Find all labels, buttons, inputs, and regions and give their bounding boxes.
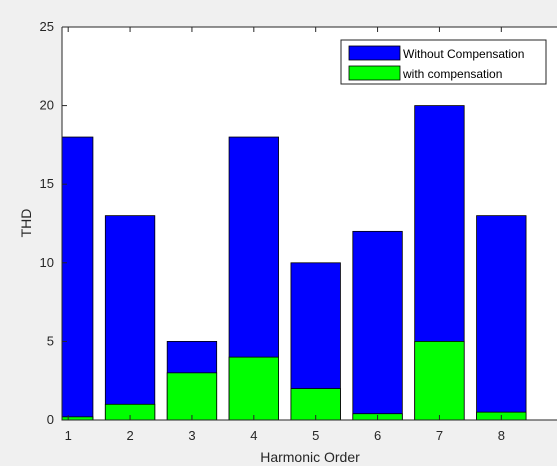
x-tick-label-4: 4	[250, 428, 257, 443]
y-tick-label-20: 20	[40, 98, 54, 113]
bar-with-compensation-7	[414, 340, 465, 421]
x-tick-label-6: 6	[374, 428, 381, 443]
bars-group	[61, 105, 527, 421]
y-tick-label-15: 15	[40, 176, 54, 191]
legend: Without Compensation with compensation	[340, 39, 547, 85]
ticks-group: 1 2 3 4 5 6 7 8 0 5 10 15 20 25	[40, 19, 505, 443]
y-tick-label-0: 0	[47, 412, 54, 427]
y-tick-label-25: 25	[40, 19, 54, 34]
bar-without-compensation-8	[476, 215, 527, 421]
x-tick-label-2: 2	[126, 428, 133, 443]
bar-without-compensation-2	[104, 215, 156, 421]
y-tick-label-5: 5	[47, 333, 54, 348]
x-tick-label-5: 5	[312, 428, 319, 443]
x-tick-label-7: 7	[436, 428, 443, 443]
axes-group	[61, 26, 557, 421]
legend-swatch-without-compensation	[348, 45, 401, 61]
legend-swatch-with-compensation	[348, 65, 401, 81]
x-tick-label-3: 3	[188, 428, 195, 443]
bar-with-compensation-5	[290, 388, 341, 421]
bar-with-compensation-3	[166, 372, 218, 421]
bar-without-compensation-6	[352, 230, 403, 421]
x-tick-label-1: 1	[65, 428, 72, 443]
y-axis-label: THD	[18, 209, 34, 238]
legend-label-without-compensation: Without Compensation	[403, 47, 524, 61]
x-tick-label-8: 8	[498, 428, 505, 443]
y-tick-label-10: 10	[40, 255, 54, 270]
legend-label-with-compensation: with compensation	[402, 67, 502, 81]
bar-with-compensation-4	[228, 356, 279, 421]
x-axis-label: Harmonic Order	[260, 449, 360, 465]
bar-without-compensation-1	[61, 136, 94, 421]
